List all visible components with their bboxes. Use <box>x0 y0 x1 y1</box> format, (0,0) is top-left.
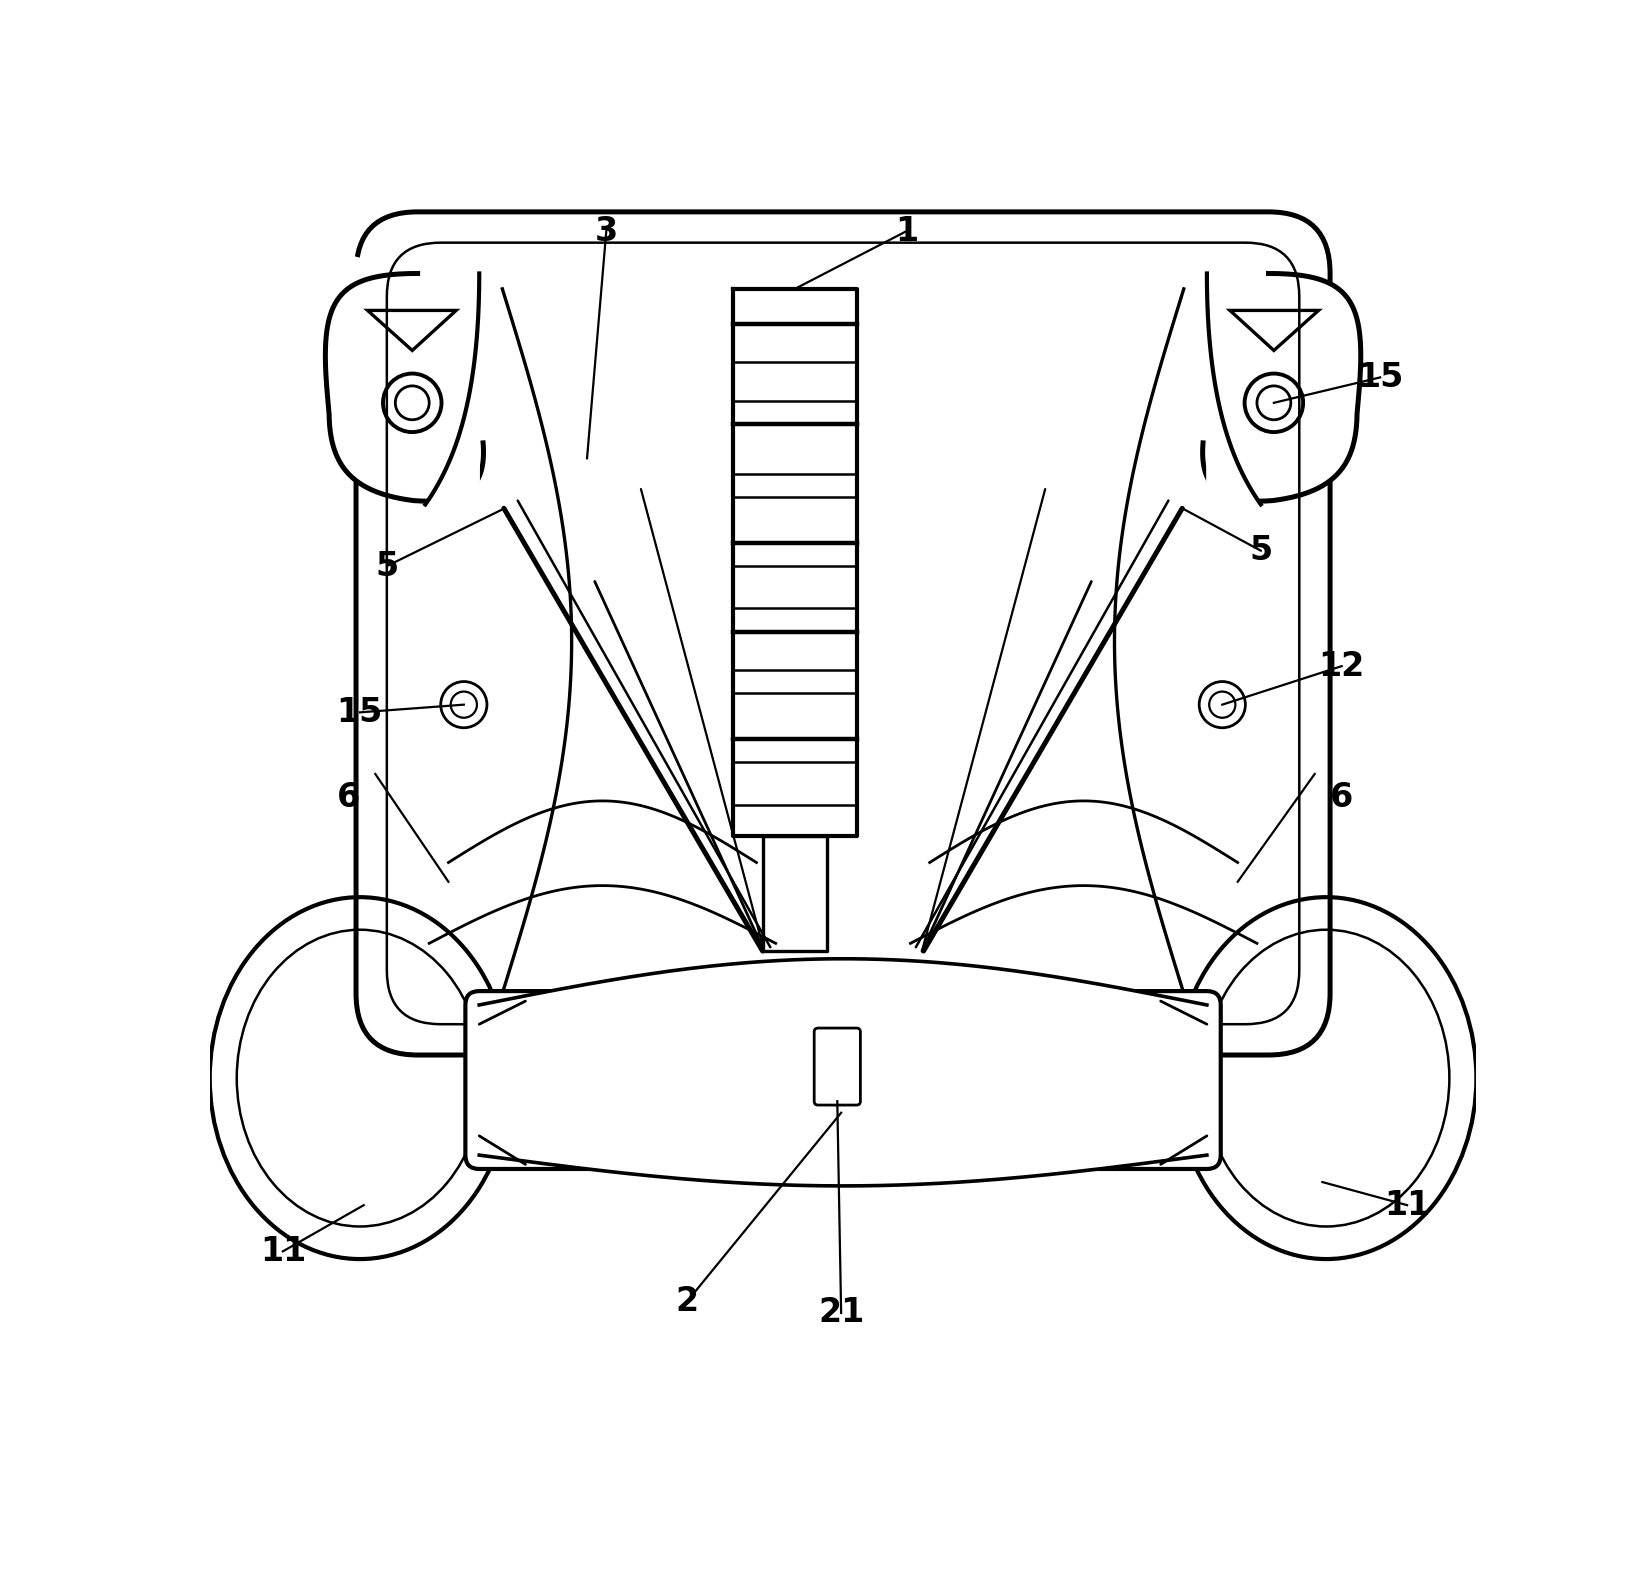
Polygon shape <box>1115 289 1184 994</box>
Text: 2: 2 <box>676 1285 699 1318</box>
Text: 11: 11 <box>1383 1189 1430 1222</box>
Polygon shape <box>502 289 571 994</box>
Text: 15: 15 <box>1357 360 1403 393</box>
Text: 15: 15 <box>337 695 383 728</box>
FancyBboxPatch shape <box>466 991 1221 1169</box>
Polygon shape <box>326 274 484 502</box>
Polygon shape <box>734 289 857 835</box>
Polygon shape <box>763 835 827 952</box>
Text: 6: 6 <box>337 780 360 813</box>
Polygon shape <box>426 274 479 505</box>
Text: 21: 21 <box>818 1296 864 1329</box>
Text: 5: 5 <box>375 549 398 582</box>
Text: 5: 5 <box>1249 535 1273 568</box>
Polygon shape <box>1207 274 1260 505</box>
FancyBboxPatch shape <box>814 1029 860 1106</box>
Text: 6: 6 <box>1331 780 1354 813</box>
Polygon shape <box>329 250 479 492</box>
FancyBboxPatch shape <box>355 212 1331 1055</box>
Polygon shape <box>1202 274 1360 502</box>
Text: 12: 12 <box>1319 650 1365 683</box>
Text: 3: 3 <box>594 214 619 247</box>
Text: 1: 1 <box>895 214 918 247</box>
Text: 11: 11 <box>260 1235 306 1268</box>
